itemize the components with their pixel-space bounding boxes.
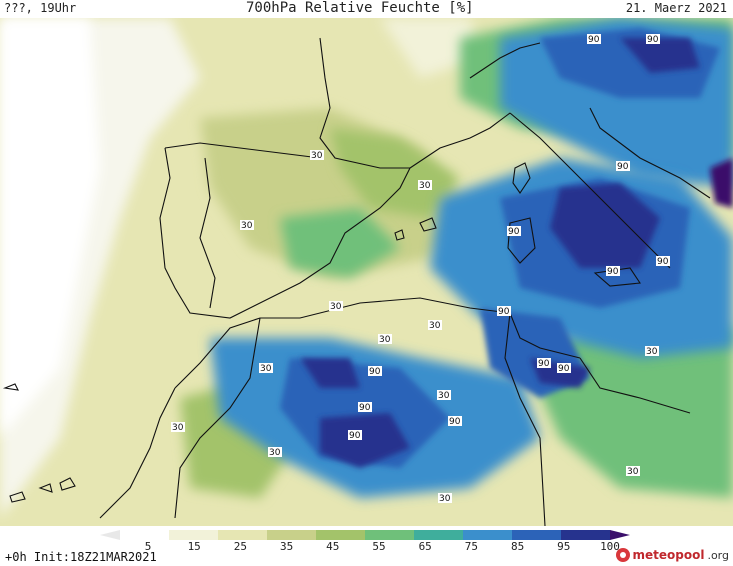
svg-text:30: 30 — [311, 151, 323, 161]
svg-text:30: 30 — [241, 221, 253, 231]
header: ???, 19Uhr 700hPa Relative Feuchte [%] 2… — [0, 0, 733, 18]
contour-label: 30 — [329, 301, 343, 312]
legend-tip-left — [100, 530, 120, 540]
contour-label: 30 — [310, 150, 324, 161]
legend-swatch — [561, 530, 611, 540]
legend-tick-label: 95 — [557, 540, 571, 553]
legend-colorbar — [100, 530, 630, 540]
svg-text:90: 90 — [498, 307, 510, 317]
svg-text:30: 30 — [429, 321, 441, 331]
legend-tick-label: 100 — [600, 540, 620, 553]
contour-labels: 30 30 30 30 30 30 30 30 30 30 30 30 30 9… — [171, 34, 670, 504]
svg-text:30: 30 — [646, 347, 658, 357]
svg-text:90: 90 — [359, 403, 371, 413]
logo-brand: meteopool — [632, 548, 705, 562]
legend-tip-right — [610, 530, 630, 540]
legend-swatch — [365, 530, 415, 540]
contour-label: 90 — [448, 416, 462, 427]
svg-text:90: 90 — [349, 431, 361, 441]
contour-label: 30 — [378, 334, 392, 345]
legend-swatch — [169, 530, 219, 540]
svg-text:90: 90 — [369, 367, 381, 377]
contour-label: 30 — [645, 346, 659, 357]
svg-text:30: 30 — [269, 448, 281, 458]
contour-label: 90 — [507, 226, 521, 237]
contour-label: 90 — [348, 430, 362, 441]
legend: 5 15 25 35 45 55 65 75 85 95 100 +0h Init:18Z21MAR… — [0, 526, 733, 566]
legend-swatch — [414, 530, 464, 540]
legend-swatch — [120, 530, 170, 540]
logo-tld: .org — [707, 548, 729, 562]
svg-text:30: 30 — [260, 364, 272, 374]
svg-text:30: 30 — [379, 335, 391, 345]
contour-label: 90 — [646, 34, 660, 45]
contour-label: 30 — [171, 422, 185, 433]
forecast-time: ???, 19Uhr — [4, 1, 77, 15]
contour-label: 90 — [497, 306, 511, 317]
legend-tick-label: 75 — [464, 540, 479, 553]
svg-text:90: 90 — [647, 35, 659, 45]
svg-text:30: 30 — [627, 467, 639, 477]
contour-label: 30 — [259, 363, 273, 374]
legend-tick-label: 45 — [326, 540, 340, 553]
contour-label: 90 — [537, 358, 551, 369]
svg-text:90: 90 — [588, 35, 600, 45]
contour-label: 90 — [656, 256, 670, 267]
svg-text:30: 30 — [439, 494, 451, 504]
contour-label: 30 — [268, 447, 282, 458]
map-title: 700hPa Relative Feuchte [%] — [246, 0, 474, 16]
contour-label: 90 — [587, 34, 601, 45]
svg-text:90: 90 — [617, 162, 629, 172]
svg-text:90: 90 — [558, 364, 570, 374]
legend-tick-label: 65 — [418, 540, 432, 553]
logo-icon — [615, 548, 630, 562]
legend-tick-label: 25 — [233, 540, 248, 553]
svg-text:30: 30 — [438, 391, 450, 401]
legend-tick-label: 55 — [372, 540, 386, 553]
svg-text:30: 30 — [172, 423, 184, 433]
forecast-date: 21. Maerz 2021 — [625, 1, 727, 15]
legend-swatch — [316, 530, 366, 540]
legend-swatch — [463, 530, 513, 540]
contour-label: 30 — [428, 320, 442, 331]
contour-label: 90 — [557, 363, 571, 374]
contour-label: 90 — [368, 366, 382, 377]
svg-text:30: 30 — [419, 181, 431, 191]
svg-text:90: 90 — [449, 417, 461, 427]
humidity-map: 30 30 30 30 30 30 30 30 30 30 30 30 30 9… — [0, 18, 733, 526]
contour-label: 30 — [240, 220, 254, 231]
svg-text:90: 90 — [607, 267, 619, 277]
legend-swatch — [267, 530, 317, 540]
humidity-field — [0, 18, 733, 526]
run-info: +0h Init:18Z21MAR2021 — [5, 550, 157, 564]
svg-text:90: 90 — [538, 359, 550, 369]
legend-tick-label: 5 — [144, 540, 152, 553]
legend-tick-label: 35 — [279, 540, 294, 553]
contour-label: 30 — [437, 390, 451, 401]
svg-text:90: 90 — [508, 227, 520, 237]
legend-tick-label: 15 — [187, 540, 201, 553]
coastlines — [2, 37, 711, 526]
legend-swatch — [512, 530, 562, 540]
svg-text:30: 30 — [330, 302, 342, 312]
humidity-map-svg: 30 30 30 30 30 30 30 30 30 30 30 30 30 9… — [0, 18, 733, 526]
contour-label: 90 — [606, 266, 620, 277]
contour-label: 90 — [616, 161, 630, 172]
legend-swatch — [218, 530, 268, 540]
meteopool-logo[interactable]: meteopool .org — [615, 546, 729, 564]
contour-label: 90 — [358, 402, 372, 413]
svg-text:90: 90 — [657, 257, 669, 267]
contour-label: 30 — [626, 466, 640, 477]
contour-label: 30 — [438, 493, 452, 504]
legend-tick-label: 85 — [510, 540, 525, 553]
contour-label: 30 — [418, 180, 432, 191]
